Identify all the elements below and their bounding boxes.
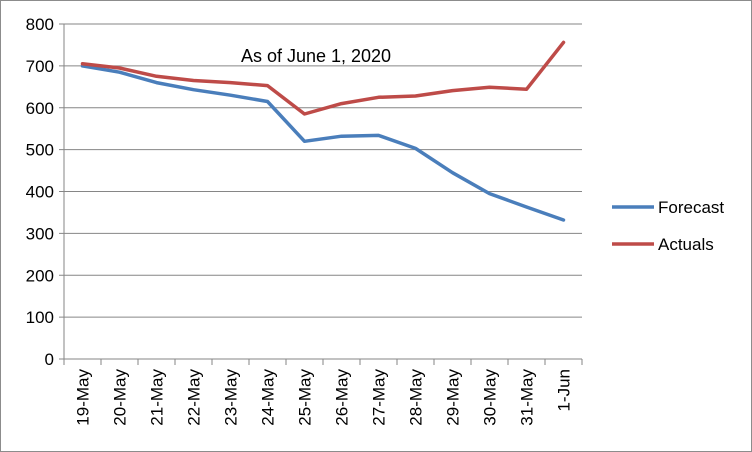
- y-tick-label: 400: [26, 183, 54, 202]
- series-line-actuals: [80, 40, 566, 116]
- x-tick-label: 25-May: [296, 369, 315, 426]
- x-tick-label: 27-May: [370, 369, 389, 426]
- series-line-forecast: [80, 64, 566, 222]
- series-lines: [80, 40, 566, 222]
- x-tick-label: 29-May: [444, 369, 463, 426]
- legend-label-forecast: Forecast: [658, 198, 724, 217]
- axes: [59, 24, 582, 364]
- x-tick-label: 26-May: [333, 369, 352, 426]
- x-tick-label: 22-May: [185, 369, 204, 426]
- chart-title: As of June 1, 2020: [241, 46, 391, 66]
- y-tick-label: 600: [26, 99, 54, 118]
- y-tick-label: 800: [26, 15, 54, 34]
- x-tick-label: 19-May: [74, 369, 93, 426]
- y-tick-label: 200: [26, 266, 54, 285]
- x-tick-labels: 19-May 20-May 21-May 22-May 23-May 24-May 25-M…: [63, 359, 583, 426]
- x-tick-label: 23-May: [222, 369, 241, 426]
- y-tick-label: 500: [26, 141, 54, 160]
- x-tick-label: 28-May: [407, 369, 426, 426]
- x-tick-label: 24-May: [259, 369, 278, 426]
- x-tick-label: 1-Jun: [555, 369, 574, 412]
- x-tick-label: 21-May: [148, 369, 167, 426]
- y-tick-label: 300: [26, 224, 54, 243]
- y-tick-label: 0: [45, 350, 54, 369]
- y-tick-labels: 0 100 200 300 400 500 600 700 800: [26, 15, 54, 369]
- gridlines: [59, 23, 582, 360]
- x-tick-label: 31-May: [518, 369, 537, 426]
- legend-label-actuals: Actuals: [658, 235, 714, 254]
- x-tick-label: 20-May: [111, 369, 130, 426]
- y-tick-label: 700: [26, 57, 54, 76]
- y-tick-label: 100: [26, 308, 54, 327]
- legend: Forecast Actuals: [612, 198, 724, 254]
- x-tick-label: 30-May: [481, 369, 500, 426]
